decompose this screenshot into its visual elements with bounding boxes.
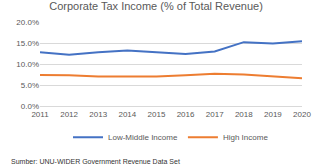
svg-text:High Income: High Income bbox=[223, 133, 268, 142]
svg-text:Low-Middle Income: Low-Middle Income bbox=[108, 133, 178, 142]
svg-text:10.0%: 10.0% bbox=[16, 60, 39, 69]
svg-text:15.0%: 15.0% bbox=[16, 39, 39, 48]
svg-text:0.0%: 0.0% bbox=[21, 102, 39, 111]
svg-text:2016: 2016 bbox=[177, 110, 195, 119]
svg-text:20.0%: 20.0% bbox=[16, 18, 39, 27]
svg-text:2018: 2018 bbox=[235, 110, 253, 119]
svg-text:2017: 2017 bbox=[206, 110, 224, 119]
svg-text:Corporate Tax Income (% of Tot: Corporate Tax Income (% of Total Revenue… bbox=[49, 0, 263, 12]
svg-text:2012: 2012 bbox=[60, 110, 78, 119]
svg-text:5.0%: 5.0% bbox=[21, 81, 39, 90]
svg-text:2015: 2015 bbox=[148, 110, 166, 119]
svg-text:2019: 2019 bbox=[264, 110, 282, 119]
svg-text:Sumber: UNU-WIDER Government R: Sumber: UNU-WIDER Government Revenue Dat… bbox=[11, 158, 180, 165]
svg-text:2013: 2013 bbox=[89, 110, 107, 119]
svg-text:2020: 2020 bbox=[293, 110, 311, 119]
svg-text:2011: 2011 bbox=[31, 110, 49, 119]
svg-text:2014: 2014 bbox=[118, 110, 136, 119]
